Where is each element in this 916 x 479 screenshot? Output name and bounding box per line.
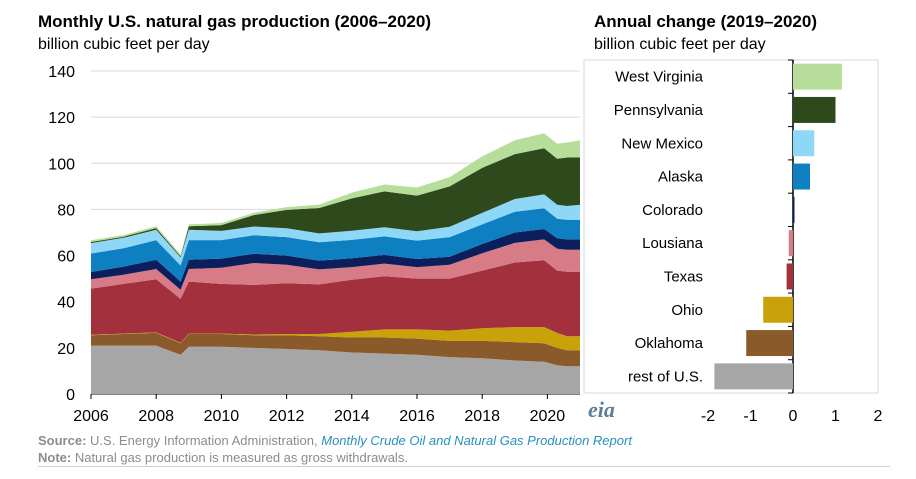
area-x-tick-2010: 2010 <box>204 408 240 425</box>
bar-lousiana <box>788 230 793 257</box>
area-y-tick-120: 120 <box>48 110 75 127</box>
area-chart-layers <box>91 133 580 394</box>
area-y-tick-0: 0 <box>66 387 75 404</box>
bar-west-virginia <box>793 63 842 90</box>
area-x-tick-2020: 2020 <box>530 408 566 425</box>
area-x-tick-2008: 2008 <box>138 408 174 425</box>
source-report-link[interactable]: Monthly Crude Oil and Natural Gas Produc… <box>321 433 632 448</box>
bar-x-tick-0: 0 <box>789 408 798 425</box>
area-x-tick-2012: 2012 <box>269 408 305 425</box>
area-y-tick-140: 140 <box>48 64 75 81</box>
area-x-tick-2014: 2014 <box>334 408 370 425</box>
bar-category-label: Colorado <box>642 202 703 219</box>
note-text: Natural gas production is measured as gr… <box>71 450 408 465</box>
area-x-tick-2018: 2018 <box>464 408 500 425</box>
area-y-tick-20: 20 <box>57 341 75 358</box>
area-layer-oklahoma <box>91 332 580 367</box>
area-layer-rest <box>91 345 580 394</box>
bar-chart-bars <box>714 63 842 390</box>
bar-new-mexico <box>793 130 815 157</box>
bar-category-label: Ohio <box>671 302 703 319</box>
area-layer-new_mexico <box>91 194 580 266</box>
bar-x-tick--1: -1 <box>743 408 757 425</box>
bar-pennsylvania <box>793 96 836 123</box>
area-y-tick-80: 80 <box>57 202 75 219</box>
area-y-tick-60: 60 <box>57 249 75 266</box>
left-chart-title: Monthly U.S. natural gas production (200… <box>38 12 431 31</box>
area-x-tick-2016: 2016 <box>399 408 435 425</box>
area-chart-y-ticks: 0 20 40 60 80 100 120 140 <box>48 64 75 404</box>
bar-rest-of-u-s <box>714 363 793 390</box>
bar-category-label: rest of U.S. <box>628 368 703 385</box>
bar-x-tick-2: 2 <box>874 408 883 425</box>
note-line: Note: Natural gas production is measured… <box>38 450 408 465</box>
bar-alaska <box>793 163 810 190</box>
bar-texas <box>786 263 793 290</box>
bar-category-label: Lousiana <box>642 235 704 252</box>
bar-plot-border <box>583 59 879 394</box>
bar-category-label: New Mexico <box>621 135 703 152</box>
source-text: U.S. Energy Information Administration, <box>86 433 322 448</box>
area-layer-texas <box>91 260 580 343</box>
left-chart-subtitle: billion cubic feet per day <box>38 36 210 53</box>
area-layer-alaska <box>91 208 580 282</box>
area-layer-pennsylvania <box>91 148 580 258</box>
bar-colorado <box>793 196 795 223</box>
bar-x-tick--2: -2 <box>701 408 715 425</box>
note-label: Note: <box>38 450 72 465</box>
area-chart-x-ticks: 2006 2008 2010 2012 2014 2016 2018 2020 <box>73 394 565 425</box>
area-layer-colorado <box>91 229 580 290</box>
source-label: Source: <box>38 433 87 448</box>
eia-logo: eia <box>588 397 615 422</box>
area-y-tick-40: 40 <box>57 295 75 312</box>
area-x-tick-2006: 2006 <box>73 408 109 425</box>
bar-chart-x-ticks: -2 -1 0 1 2 <box>701 408 883 425</box>
bar-category-label: Texas <box>664 268 703 285</box>
bar-chart-categories: West Virginia Pennsylvania New Mexico Alask… <box>614 69 704 386</box>
right-chart-subtitle: billion cubic feet per day <box>594 36 766 53</box>
bar-category-label: Oklahoma <box>635 335 704 352</box>
area-layer-west_virginia <box>91 133 580 257</box>
area-y-tick-100: 100 <box>48 156 75 173</box>
right-chart-title: Annual change (2019–2020) <box>594 12 817 31</box>
bar-category-label: Alaska <box>658 169 704 186</box>
area-layer-ohio <box>91 327 580 351</box>
source-line: Source: U.S. Energy Information Administ… <box>38 433 632 448</box>
bar-x-tick-1: 1 <box>831 408 840 425</box>
bar-category-label: Pennsylvania <box>614 102 704 119</box>
bar-oklahoma <box>746 330 793 357</box>
bar-ohio <box>763 296 793 323</box>
area-layer-louisiana <box>91 239 580 299</box>
bar-category-label: West Virginia <box>615 69 703 86</box>
footer-divider <box>38 466 890 467</box>
